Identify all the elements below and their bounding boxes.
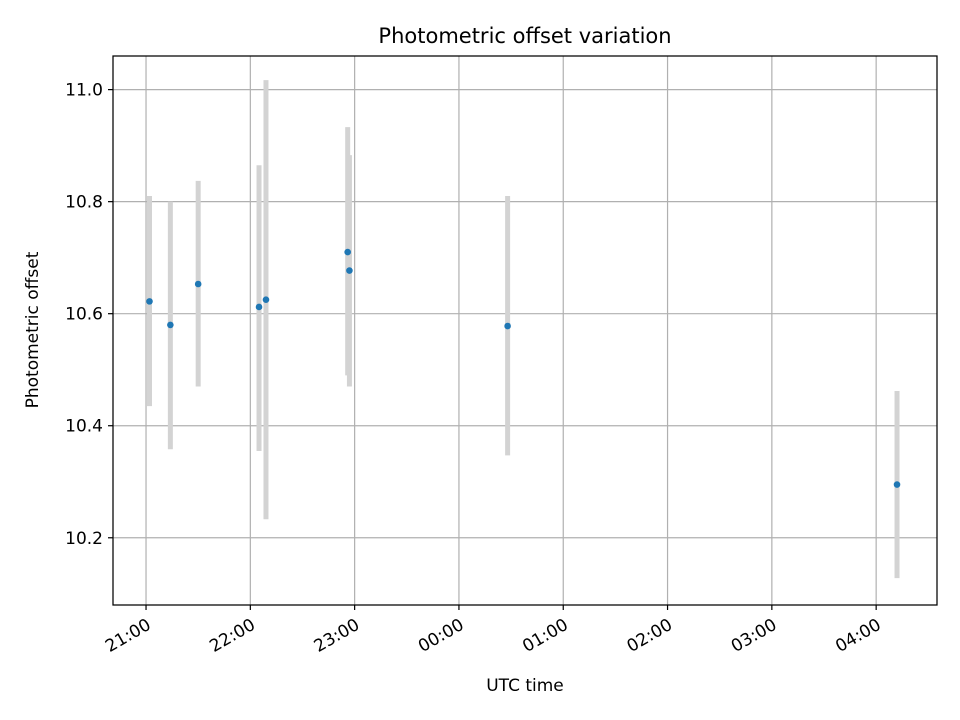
data-point: [146, 298, 153, 305]
x-axis-title: UTC time: [486, 676, 564, 696]
y-tick-label: 10.6: [65, 305, 103, 325]
data-point: [504, 322, 511, 330]
y-tick-label: 10.4: [65, 417, 103, 437]
plot-area-frame: [112, 55, 938, 606]
data-point: [194, 280, 202, 288]
y-tick-label: 10.8: [65, 193, 103, 213]
y-tick-label: 11.0: [65, 81, 103, 101]
chart-title: Photometric offset variation: [378, 24, 671, 48]
data-points: [146, 248, 901, 488]
data-point: [893, 481, 901, 488]
data-point: [344, 248, 351, 256]
data-point: [167, 321, 174, 329]
data-point: [262, 296, 270, 303]
data-point: [346, 267, 353, 274]
y-tick-label: 10.2: [65, 529, 103, 549]
grid-lines: [113, 56, 937, 605]
data-point: [255, 303, 263, 311]
y-axis-title: Photometric offset: [23, 251, 43, 408]
y-axis-ticks: 10.2 10.4 10.6 10.8 11.0: [65, 81, 113, 549]
